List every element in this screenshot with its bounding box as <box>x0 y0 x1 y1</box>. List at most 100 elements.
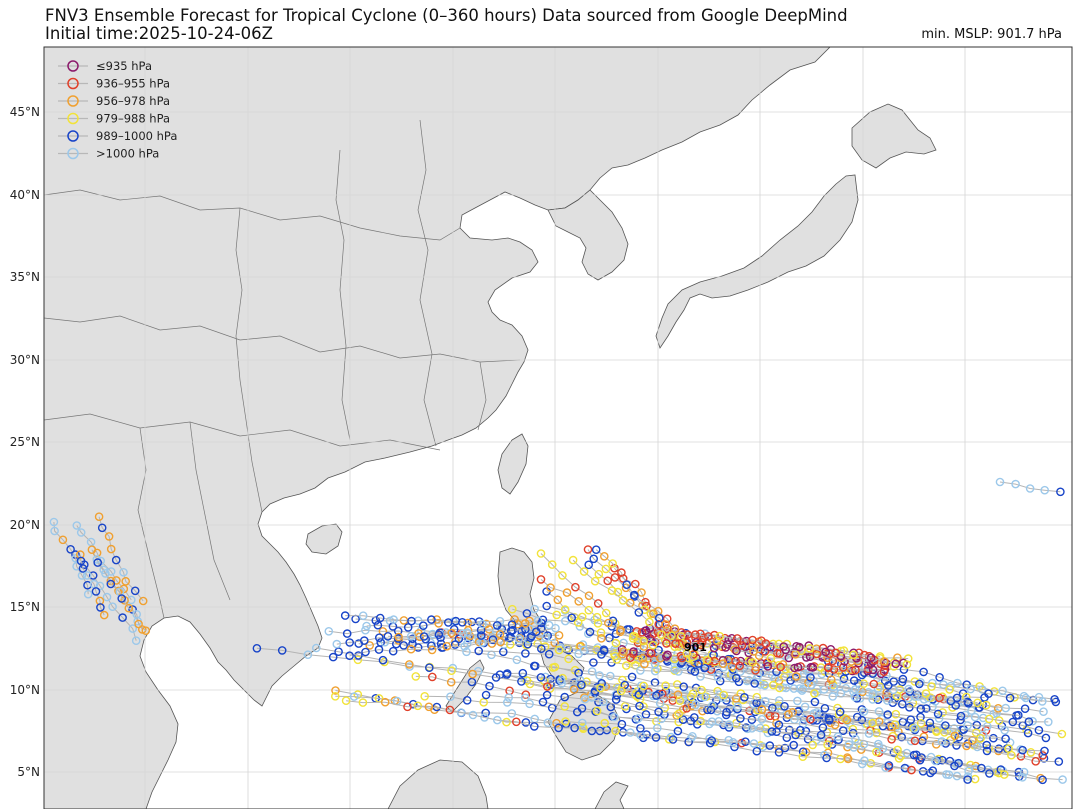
legend-label: 979–988 hPa <box>96 112 170 126</box>
track-point <box>1001 734 1010 744</box>
track-point <box>97 523 107 533</box>
track-point <box>850 692 860 702</box>
track-point <box>883 696 892 705</box>
track-point <box>118 613 127 622</box>
track-point <box>102 592 112 602</box>
track-point <box>857 715 867 725</box>
track-point <box>980 693 989 702</box>
track-point <box>94 512 104 522</box>
track-point <box>1057 729 1067 739</box>
track-point <box>456 708 466 717</box>
track-point <box>645 617 654 627</box>
track-point <box>891 709 901 719</box>
track-point <box>516 632 526 641</box>
track-point <box>887 735 896 744</box>
track-point <box>378 655 388 665</box>
track-point <box>510 615 519 624</box>
track-point <box>324 627 334 636</box>
track-point <box>749 647 758 656</box>
track-point <box>796 725 805 735</box>
track-point <box>884 761 894 770</box>
track-point <box>361 647 370 657</box>
track-point <box>622 580 632 590</box>
track-point <box>868 695 877 704</box>
track-point <box>816 730 826 740</box>
track-point <box>779 642 789 651</box>
track-point <box>1011 479 1020 489</box>
track-point <box>653 723 662 733</box>
track-point <box>982 700 991 710</box>
lat-label-15: 15°N <box>10 600 40 614</box>
track-point <box>374 633 384 643</box>
track-line <box>642 631 909 660</box>
track-point <box>488 635 498 645</box>
track-point <box>1039 707 1048 717</box>
track-point <box>82 571 92 580</box>
track-line <box>622 652 885 671</box>
track-point <box>880 657 889 666</box>
track-point <box>594 569 604 579</box>
track-point <box>730 742 739 752</box>
track-point <box>868 689 878 699</box>
track-line <box>486 694 1003 772</box>
track-point <box>462 628 472 637</box>
track-point <box>1023 728 1033 738</box>
track-point <box>480 713 489 722</box>
track-point <box>751 662 761 672</box>
track-point <box>745 706 754 716</box>
track-point <box>597 650 606 659</box>
track-point <box>798 747 808 757</box>
track-point <box>522 609 532 618</box>
track-point <box>388 646 398 656</box>
legend-label: >1000 hPa <box>96 147 159 161</box>
track-point <box>446 677 456 687</box>
track-point <box>952 741 961 750</box>
track-point <box>784 710 793 719</box>
track-point <box>774 696 784 705</box>
track-point <box>749 739 759 748</box>
track-point <box>954 732 964 742</box>
track-point <box>108 602 117 612</box>
track-point <box>354 651 363 660</box>
track-point <box>877 714 887 724</box>
track-point <box>605 633 614 643</box>
track-point <box>702 655 712 665</box>
track-line <box>349 635 546 657</box>
track-point <box>1004 744 1013 753</box>
track-point <box>921 724 930 734</box>
track-point <box>966 684 975 694</box>
track-point <box>851 665 860 675</box>
track-point <box>907 765 916 775</box>
track-point <box>556 676 566 685</box>
track-point <box>910 736 920 746</box>
track-point <box>982 740 992 750</box>
track-point <box>610 573 620 582</box>
track-point <box>668 735 678 744</box>
legend-marker <box>67 112 79 125</box>
track-point <box>707 717 717 727</box>
track-line <box>540 553 645 647</box>
track-point <box>495 630 505 639</box>
track-point <box>737 641 747 650</box>
track-point <box>691 700 700 710</box>
track-point <box>1018 773 1027 782</box>
track-point <box>891 659 901 669</box>
track-point <box>406 644 416 654</box>
track-point <box>521 718 531 727</box>
track-point <box>616 686 626 696</box>
track-point <box>537 644 546 654</box>
track-point <box>530 604 539 614</box>
track-point <box>1038 751 1047 760</box>
track-point <box>733 634 742 643</box>
min-pressure-annotation: 901 <box>684 641 707 654</box>
track-point <box>458 629 468 638</box>
track-point <box>584 560 594 570</box>
track-point <box>666 732 676 742</box>
track-point <box>383 632 393 641</box>
track-point <box>1024 717 1034 727</box>
track-point <box>956 711 966 721</box>
legend-marker <box>67 147 79 160</box>
track-point <box>709 643 719 653</box>
track-point <box>406 632 416 641</box>
